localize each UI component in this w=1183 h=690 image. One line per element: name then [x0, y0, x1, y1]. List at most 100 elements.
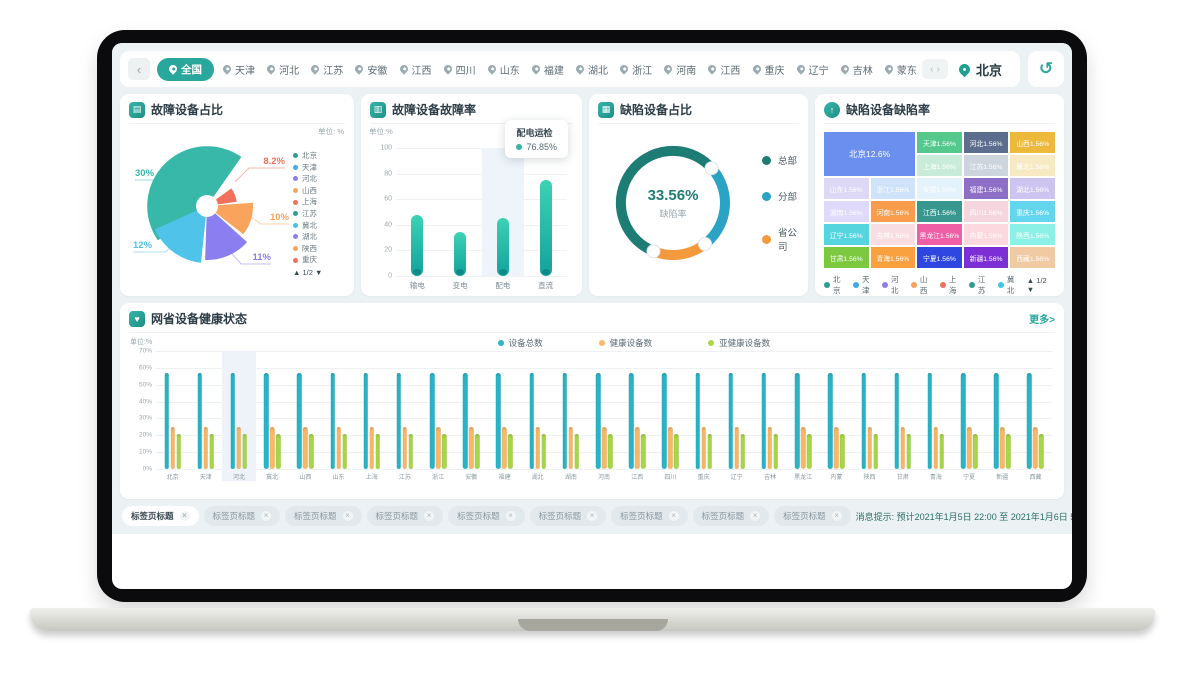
legend-item[interactable]: 分部 [762, 189, 799, 203]
treemap-cell: 辽宁1.56% [824, 224, 869, 245]
map-pin-icon [794, 63, 807, 75]
tab-tag[interactable]: 标签页标题 × [611, 506, 688, 526]
legend-item[interactable]: 湖北 [293, 231, 343, 243]
tab-tag[interactable]: 标签页标题 × [529, 506, 607, 526]
bar [408, 433, 414, 469]
fault-pie-svg: 30% 8.2% 10% 11% 12% [133, 146, 290, 265]
reset-button[interactable]: ↺ [1028, 51, 1064, 87]
close-icon[interactable]: × [831, 511, 842, 521]
legend-pagination[interactable]: ▲ 1/2 ▼ [293, 267, 323, 277]
close-icon[interactable]: × [587, 511, 598, 521]
legend-item[interactable]: 山西 [910, 274, 934, 296]
bar-cluster [1027, 351, 1044, 469]
nav-region-tab[interactable]: 辽宁 [794, 59, 831, 80]
bar-group: 上海 [355, 351, 388, 481]
legend-item[interactable]: 江苏 [968, 274, 992, 296]
bar [906, 433, 911, 469]
legend-item[interactable]: 冀北 [293, 220, 343, 232]
legend-item[interactable]: 上海 [939, 274, 963, 296]
nav-region-active[interactable]: 全国 [157, 57, 214, 81]
legend-dot [852, 282, 859, 288]
legend-item[interactable]: 重庆 [293, 254, 343, 266]
map-pin-icon [167, 63, 179, 75]
map-pin-icon [883, 63, 895, 75]
bar-cluster [794, 351, 812, 469]
legend-item[interactable]: 亚健康设备数 [708, 337, 770, 349]
bar [674, 433, 679, 469]
bar [1000, 426, 1005, 469]
nav-region-tab[interactable]: 湖北 [574, 59, 610, 80]
nav-region-tab[interactable]: 四川 [441, 59, 478, 80]
legend-label: 省公司 [778, 228, 798, 253]
legend-item[interactable]: 陕西 [293, 243, 343, 255]
legend-item[interactable]: 健康设备数 [598, 337, 652, 349]
nav-region-tab[interactable]: 蒙东 [883, 59, 919, 80]
bar [441, 433, 447, 469]
tag-label: 标签页标题 [701, 511, 745, 521]
close-icon[interactable]: × [668, 511, 679, 521]
close-icon[interactable]: × [424, 511, 435, 521]
legend-item[interactable]: 江苏 [293, 208, 343, 220]
nav-region-tab[interactable]: 福建 [530, 59, 566, 80]
more-link[interactable]: 更多> [1029, 315, 1055, 326]
nav-region-tab[interactable]: 天津 [221, 59, 257, 80]
tab-tag[interactable]: 标签页标题 × [774, 506, 851, 526]
tab-tag[interactable]: 标签页标题 × [203, 506, 281, 526]
nav-back-button[interactable]: ‹ [128, 58, 150, 80]
bar-group: 安徽 [455, 351, 488, 481]
x-tick-label: 吉林 [763, 475, 776, 481]
treemap-cell: 河南1.56% [870, 201, 916, 222]
legend-item[interactable]: 冀北 [997, 274, 1021, 296]
defect-gauge-svg [615, 145, 730, 261]
tab-tag[interactable]: 标签页标题 × [692, 506, 770, 526]
pie-slice-label: 11% [253, 252, 272, 263]
bar [707, 433, 712, 469]
gridline [156, 401, 1052, 403]
legend-item[interactable]: 天津 [293, 162, 343, 174]
nav-region-tab[interactable]: 山东 [486, 59, 522, 80]
nav-pager[interactable]: ‹ › [921, 59, 948, 79]
legend-item[interactable]: 北京 [824, 274, 847, 296]
legend-item[interactable]: 河北 [881, 274, 905, 296]
pager-left-icon[interactable]: ‹ [930, 63, 934, 75]
legend-item[interactable]: 上海 [293, 196, 343, 208]
y-tick-label: 0% [142, 465, 152, 473]
tags-bar: 标签页标题 × 标签页标题 × 标签页标题 × 标签页标题 × 标签页标题 × 标签页标题 × 标签页标… [120, 506, 1072, 526]
bar [1033, 426, 1038, 469]
tab-tag[interactable]: 标签页标题 × [122, 506, 199, 526]
region-navbar: ‹ 全国 天津 河北 江苏 安徽 江西 四川 山东 福建 湖北 浙江 河南 江西 重庆 辽宁 吉林 蒙东 ‹ … [120, 51, 1020, 87]
nav-region-tab[interactable]: 重庆 [750, 59, 787, 80]
close-icon[interactable]: × [505, 511, 516, 521]
nav-region-tab[interactable]: 江西 [706, 59, 742, 80]
tab-tag[interactable]: 标签页标题 × [366, 506, 444, 526]
legend-item[interactable]: 设备总数 [497, 337, 543, 349]
nav-region-tab[interactable]: 安徽 [353, 59, 389, 80]
legend-dot [824, 282, 831, 288]
legend-pagination[interactable]: ▲ 1/2 ▼ [1026, 276, 1047, 294]
tab-tag[interactable]: 标签页标题 × [448, 506, 525, 526]
legend-item[interactable]: 省公司 [762, 225, 799, 253]
close-icon[interactable]: × [179, 511, 190, 521]
map-pin-icon [309, 63, 321, 75]
nav-region-tab[interactable]: 河南 [662, 59, 698, 80]
legend-item[interactable]: 总部 [762, 153, 799, 167]
tag-label: 标签页标题 [620, 511, 663, 521]
legend-item[interactable]: 北京 [293, 150, 343, 162]
pager-right-icon[interactable]: › [936, 63, 940, 75]
bar [574, 433, 580, 469]
nav-region-tab[interactable]: 江西 [397, 59, 434, 80]
nav-region-tab[interactable]: 浙江 [618, 59, 654, 80]
nav-region-tab[interactable]: 河北 [265, 59, 301, 80]
legend-item[interactable]: 河北 [293, 173, 343, 185]
nav-region-tab[interactable]: 吉林 [839, 59, 875, 80]
close-icon[interactable]: × [261, 511, 272, 521]
legend-item[interactable]: 天津 [852, 274, 876, 296]
close-icon[interactable]: × [750, 511, 761, 521]
legend-item[interactable]: 山西 [293, 185, 343, 197]
nav-region-tab[interactable]: 江苏 [309, 59, 345, 80]
tab-tag[interactable]: 标签页标题 × [285, 506, 362, 526]
x-tick-label: 宁夏 [963, 475, 976, 481]
legend-label: 河北 [890, 275, 899, 295]
close-icon[interactable]: × [342, 511, 353, 521]
bar [336, 426, 341, 469]
